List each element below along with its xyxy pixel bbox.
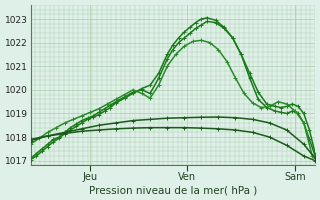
X-axis label: Pression niveau de la mer( hPa ): Pression niveau de la mer( hPa ) <box>89 185 257 195</box>
